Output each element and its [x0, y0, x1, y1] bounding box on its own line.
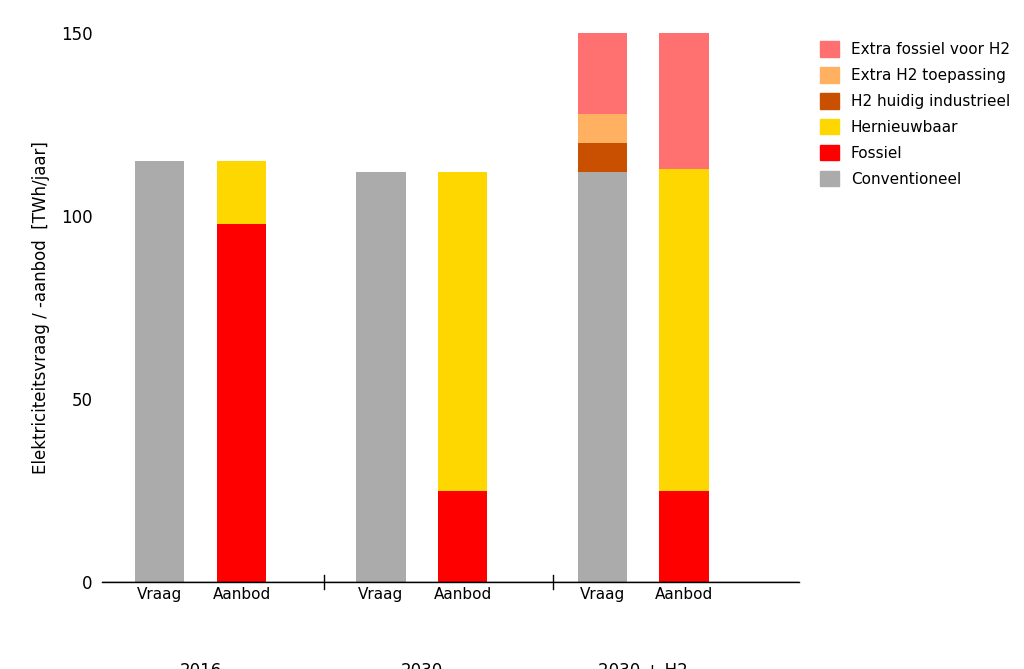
Text: 2030: 2030	[400, 662, 443, 669]
Bar	[217, 223, 266, 582]
Bar	[578, 33, 627, 114]
Bar	[578, 173, 627, 582]
Bar	[578, 143, 627, 173]
Bar	[135, 161, 184, 582]
Bar	[659, 490, 709, 582]
Y-axis label: Elektriciteitsvraag / -aanbod  [TWh/jaar]: Elektriciteitsvraag / -aanbod [TWh/jaar]	[32, 141, 50, 474]
Bar	[217, 161, 266, 223]
Bar	[659, 33, 709, 169]
Bar	[438, 173, 487, 490]
Legend: Extra fossiel voor H2, Extra H2 toepassing, H2 huidig industrieel, Hernieuwbaar,: Extra fossiel voor H2, Extra H2 toepassi…	[820, 41, 1010, 187]
Bar	[438, 490, 487, 582]
Bar	[356, 173, 406, 582]
Text: 2030 + H2: 2030 + H2	[598, 662, 688, 669]
Bar	[578, 114, 627, 143]
Text: 2016: 2016	[179, 662, 222, 669]
Bar	[659, 169, 709, 490]
